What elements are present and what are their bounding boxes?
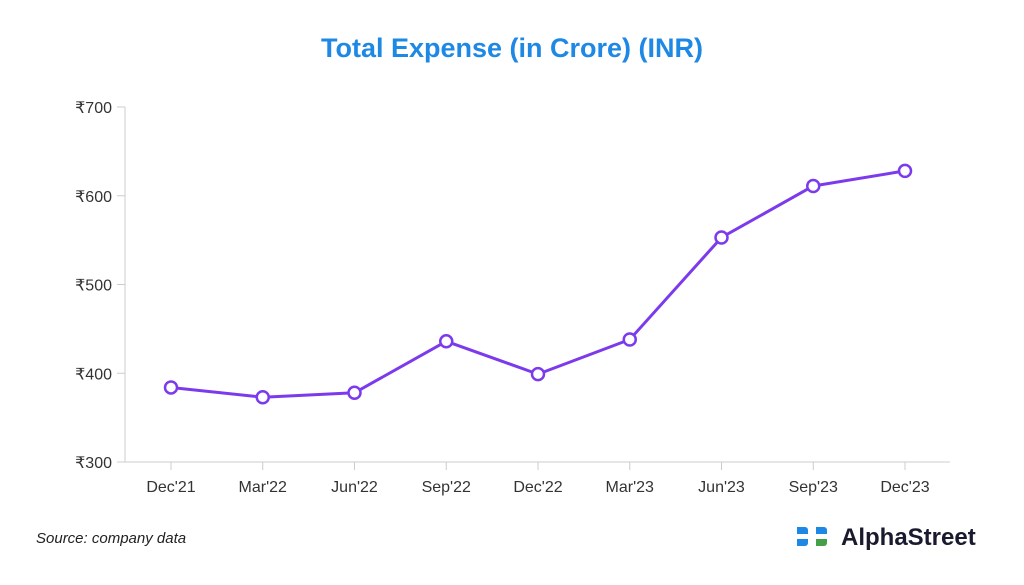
y-tick-label: ₹400 [75, 366, 112, 383]
x-tick-label: Sep'23 [789, 479, 838, 496]
data-point [530, 366, 546, 382]
data-point [897, 163, 913, 179]
x-tick-label: Sep'22 [422, 479, 471, 496]
data-point [255, 389, 270, 405]
y-tick-label: ₹600 [75, 189, 112, 206]
brand-name: AlphaStreet [841, 524, 976, 551]
data-point [347, 385, 362, 401]
data-point [714, 230, 729, 245]
y-tick-label: ₹300 [75, 455, 112, 472]
series-line [169, 169, 907, 399]
x-tick-label: Dec'22 [513, 479, 562, 496]
data-point [439, 334, 454, 349]
x-tick-label: Jun'22 [331, 479, 378, 496]
y-tick-label: ₹700 [75, 100, 112, 117]
y-tick-label: ₹500 [75, 278, 112, 295]
x-tick-label: Dec'23 [880, 479, 929, 496]
x-tick-label: Mar'22 [239, 479, 288, 496]
x-tick-label: Jun'23 [698, 479, 745, 496]
alphastreet-logo-icon [797, 527, 827, 546]
data-point [163, 380, 179, 395]
source-note: Source: company data [36, 530, 187, 547]
brand-logo: AlphaStreet [795, 523, 976, 553]
x-tick-label: Mar'23 [606, 479, 655, 496]
x-tick-label: Dec'21 [146, 479, 195, 496]
chart-title: Total Expense (in Crore) (INR) [320, 33, 704, 63]
data-point [806, 178, 821, 194]
data-point [622, 332, 637, 347]
